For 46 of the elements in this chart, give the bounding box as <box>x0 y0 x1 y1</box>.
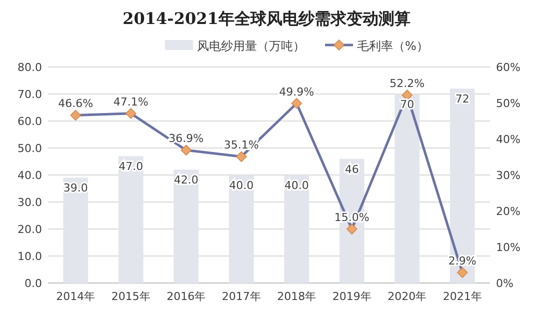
x-tick-label: 2020年 <box>388 290 427 303</box>
data-label: 46.6% <box>58 97 94 110</box>
y-tick-label: 70.0 <box>18 88 42 101</box>
y-tick-label: 40.0 <box>18 169 42 182</box>
data-label: 40.0 <box>229 179 254 192</box>
data-label: 42.0 <box>174 174 198 187</box>
y2-tick-label: 0% <box>496 277 514 290</box>
y2-tick-label: 40% <box>496 133 520 146</box>
y-tick-label: 50.0 <box>18 142 42 155</box>
y2-tick-label: 50% <box>496 97 520 110</box>
bar <box>63 178 88 283</box>
y2-tick-label: 20% <box>496 205 520 218</box>
legend-label: 毛利率（%） <box>357 39 428 53</box>
data-label: 72 <box>455 92 470 106</box>
data-label: 52.2% <box>390 77 425 90</box>
y-tick-label: 20.0 <box>18 223 42 236</box>
x-tick-label: 2014年 <box>56 290 96 303</box>
data-label: 40.0 <box>284 179 309 192</box>
bar <box>118 156 144 283</box>
bar <box>394 94 420 283</box>
x-tick-label: 2018年 <box>277 290 316 303</box>
data-label: 36.9% <box>168 132 204 146</box>
bar <box>228 175 254 283</box>
legend-label: 风电纱用量（万吨） <box>197 39 305 53</box>
bar <box>284 175 310 283</box>
data-label: 49.9% <box>279 85 314 98</box>
y2-tick-label: 10% <box>496 241 520 254</box>
y-tick-label: 60.0 <box>18 115 42 128</box>
x-tick-label: 2015年 <box>111 290 150 303</box>
y2-tick-label: 30% <box>496 169 520 182</box>
bar <box>174 170 199 283</box>
x-tick-label: 2016年 <box>166 290 206 303</box>
x-tick-label: 2017年 <box>222 290 261 303</box>
y-tick-label: 0.0 <box>24 277 42 290</box>
x-tick-label: 2021年 <box>442 290 482 303</box>
bar <box>450 88 475 283</box>
y-tick-label: 10.0 <box>18 250 42 263</box>
data-label: 47.1% <box>113 95 148 108</box>
chart-title: 2014-2021年全球风电纱需求变动测算 <box>122 9 410 28</box>
data-label: 39.0 <box>63 182 88 195</box>
y-tick-label: 80.0 <box>18 61 42 74</box>
y-tick-label: 30.0 <box>18 196 42 209</box>
y2-tick-label: 60% <box>496 61 520 74</box>
data-label: 46 <box>344 162 359 176</box>
x-tick-label: 2019年 <box>332 290 372 303</box>
data-label: 47.0 <box>118 160 144 174</box>
